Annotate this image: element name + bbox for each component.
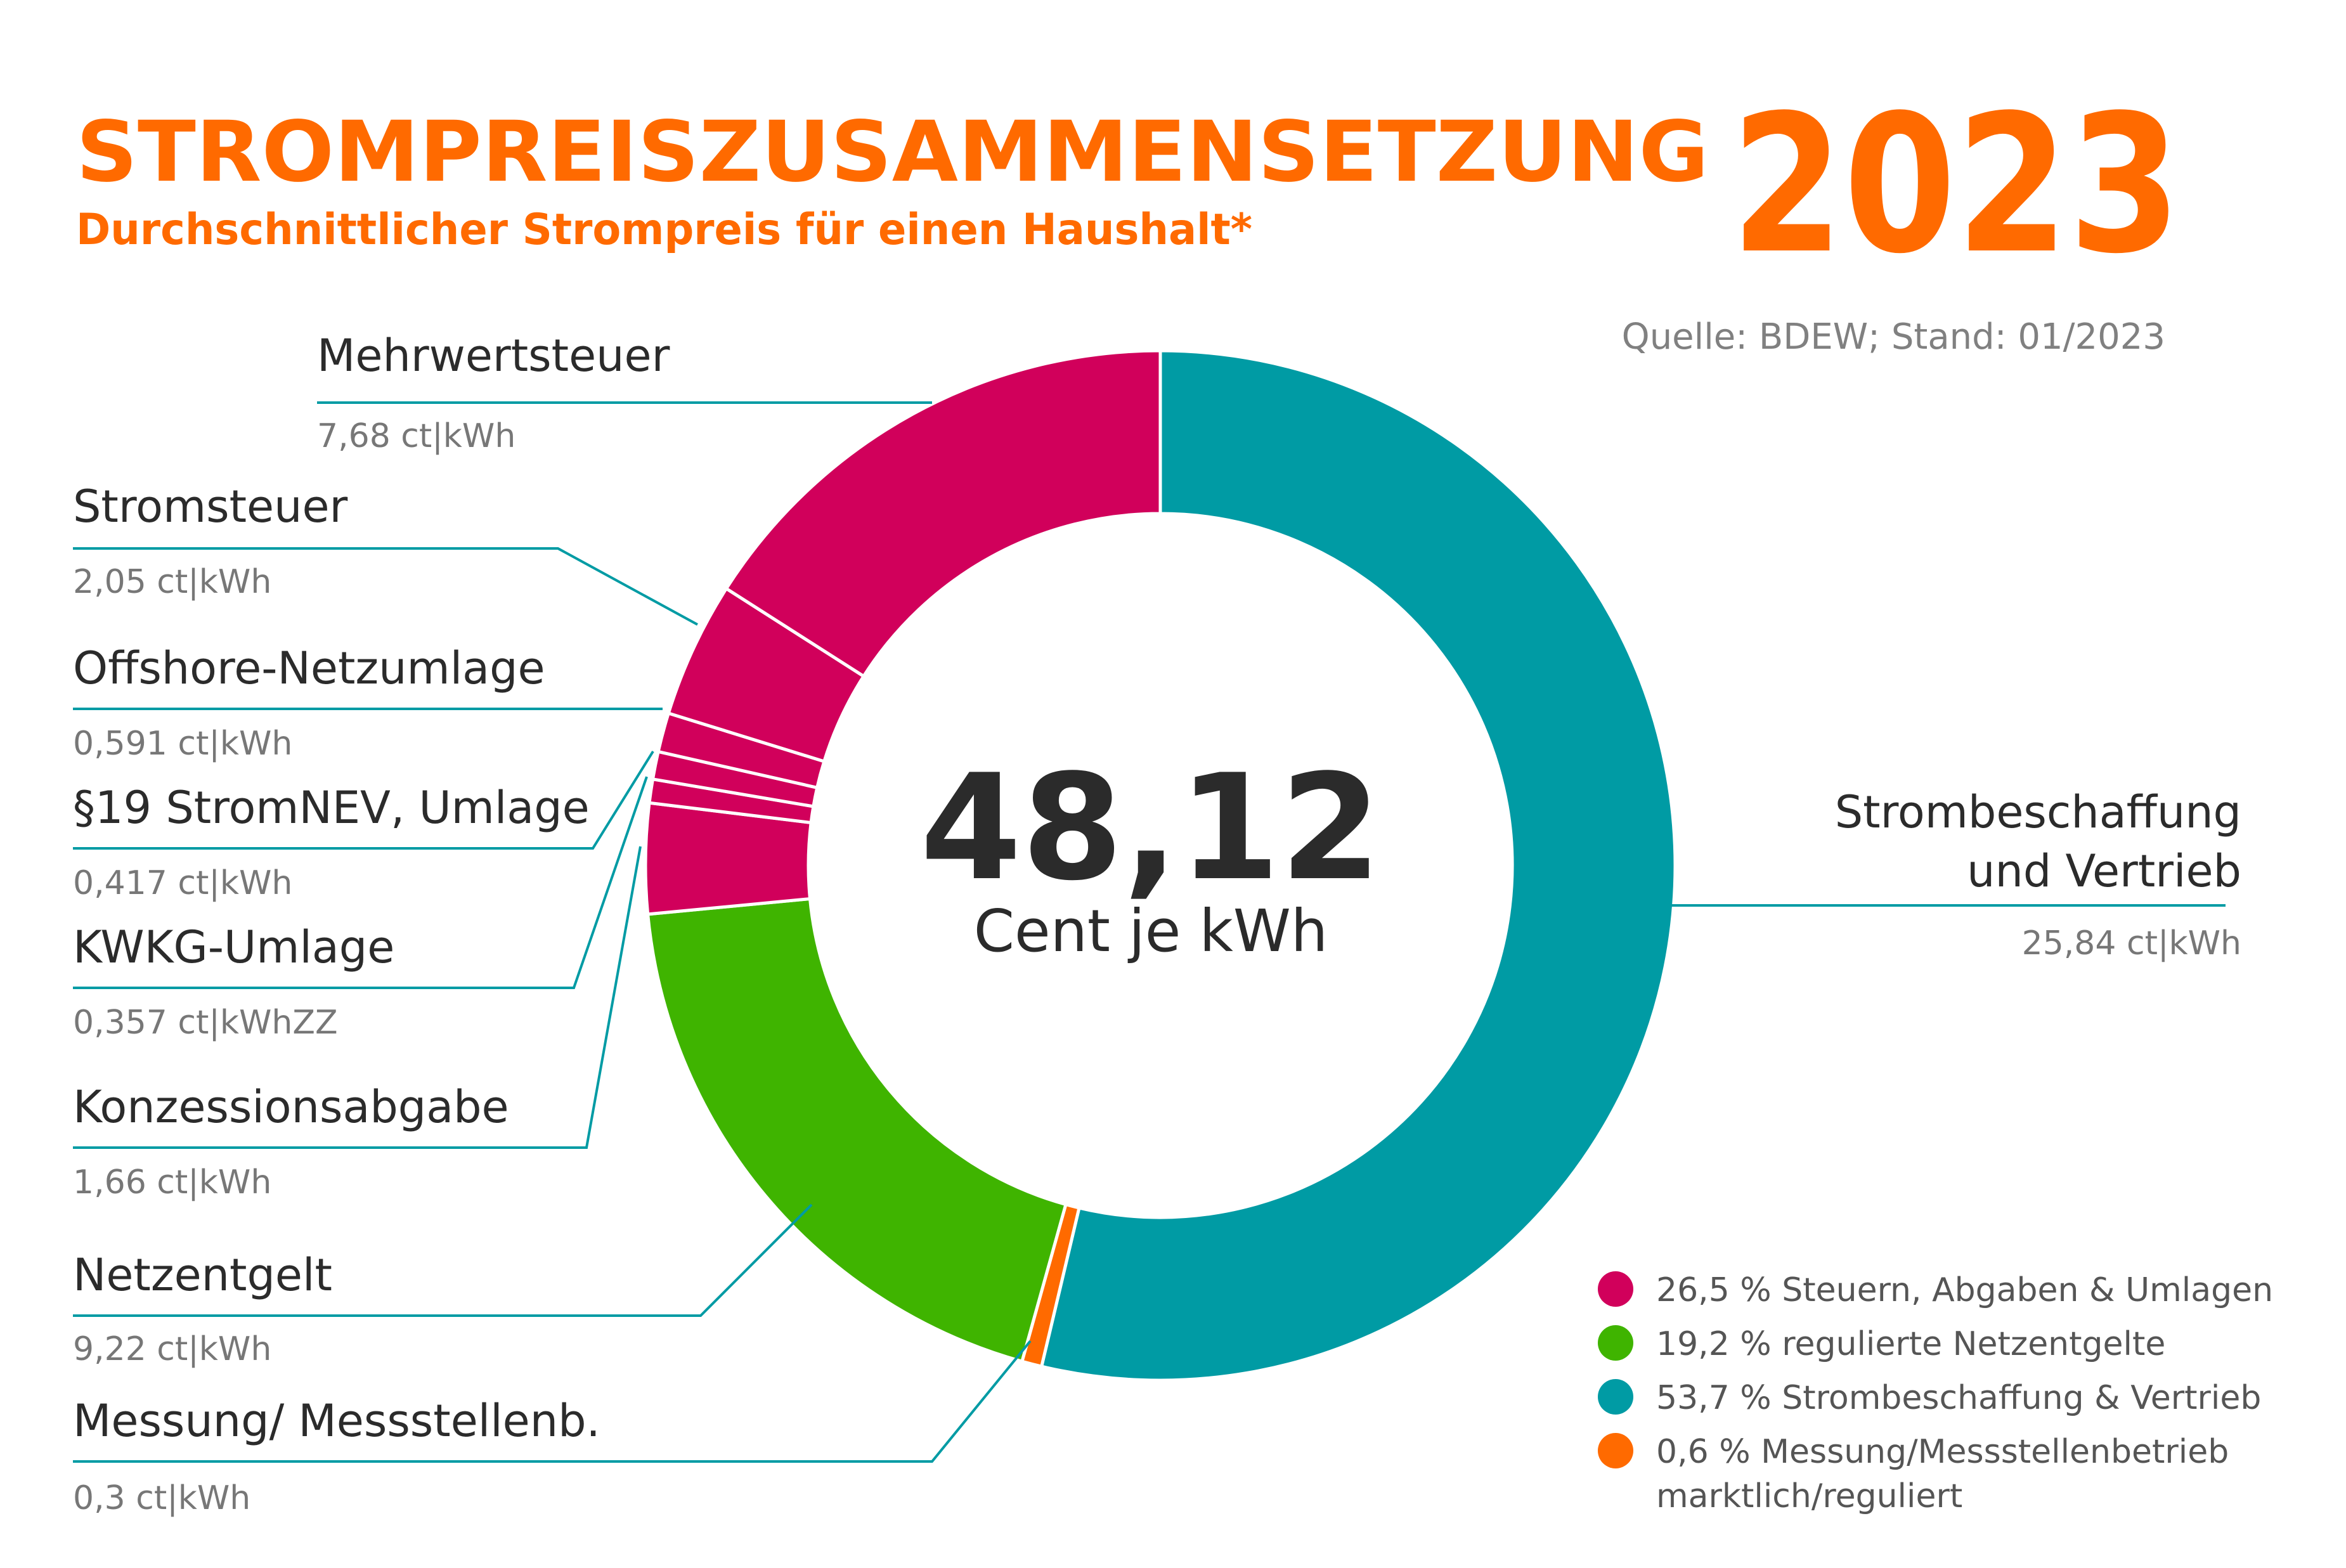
value-netzentgelt: 9,22 ct|kWh (73, 1330, 271, 1368)
legend-text-procurement: 53,7 % Strombeschaffung & Vertrieb (1656, 1379, 2261, 1417)
legend-dot-grid-fees (1598, 1325, 1633, 1361)
label-stromsteuer: Stromsteuer (73, 481, 348, 533)
value-mehrwertsteuer: 7,68 ct|kWh (317, 417, 515, 455)
leader-netzentgelt (73, 1203, 813, 1317)
legend: 26,5 % Steuern, Abgaben & Umlagen 19,2 %… (1598, 1271, 2273, 1515)
leader-stromnev (73, 750, 654, 850)
value-strombeschaffung: 25,84 ct|kWh (2022, 924, 2241, 962)
value-stromnev: 0,417 ct|kWh (73, 864, 292, 902)
legend-text-metering-line2: marktlich/reguliert (1656, 1477, 1962, 1515)
slice-9 (723, 349, 1162, 678)
legend-text-metering: 0,6 % Messung/Messstellenbetrieb (1656, 1433, 2229, 1471)
label-konzession: Konzessionsabgabe (73, 1081, 509, 1133)
legend-dot-metering (1598, 1433, 1633, 1468)
label-netzentgelt: Netzentgelt (73, 1249, 332, 1301)
leader-messung (73, 1340, 1032, 1463)
label-stromnev: §19 StromNEV, Umlage (73, 782, 590, 834)
legend-text-taxes: 26,5 % Steuern, Abgaben & Umlagen (1656, 1271, 2273, 1309)
legend-dot-taxes (1598, 1271, 1633, 1307)
center-unit: Cent je kWh (974, 897, 1328, 965)
label-strombeschaffung-line2: und Vertrieb (1967, 845, 2241, 897)
center-total: 48,12 (920, 744, 1382, 913)
leader-kwkg (73, 776, 648, 989)
year-title: 2023 (1731, 74, 2181, 295)
legend-dot-procurement (1598, 1379, 1633, 1415)
value-konzession: 1,66 ct|kWh (73, 1163, 271, 1202)
slice-1 (1039, 349, 1677, 1382)
value-kwkg: 0,357 ct|kWhZZ (73, 1004, 338, 1042)
slice-3 (645, 897, 1068, 1364)
leader-stromsteuer (73, 547, 698, 626)
label-kwkg: KWKG-Umlage (73, 921, 394, 973)
value-stromsteuer: 2,05 ct|kWh (73, 563, 271, 601)
value-offshore: 0,591 ct|kWh (73, 725, 292, 763)
label-offshore: Offshore-Netzumlage (73, 642, 545, 694)
leader-lines (73, 401, 2226, 1463)
label-mehrwertsteuer: Mehrwertsteuer (317, 330, 670, 382)
label-messung: Messung/ Messstellenb. (73, 1395, 600, 1447)
donut-slices (644, 349, 1677, 1382)
main-title: STROMPREISZUSAMMENSETZUNG (76, 103, 1709, 201)
subtitle: Durchschnittlicher Strompreis für einen … (76, 205, 1252, 255)
value-messung: 0,3 ct|kWh (73, 1479, 250, 1517)
source-note: Quelle: BDEW; Stand: 01/2023 (1622, 316, 2165, 358)
label-strombeschaffung-line1: Strombeschaffung (1835, 786, 2241, 838)
legend-text-grid-fees: 19,2 % regulierte Netzentgelte (1656, 1325, 2165, 1363)
leader-konzession (73, 846, 642, 1149)
